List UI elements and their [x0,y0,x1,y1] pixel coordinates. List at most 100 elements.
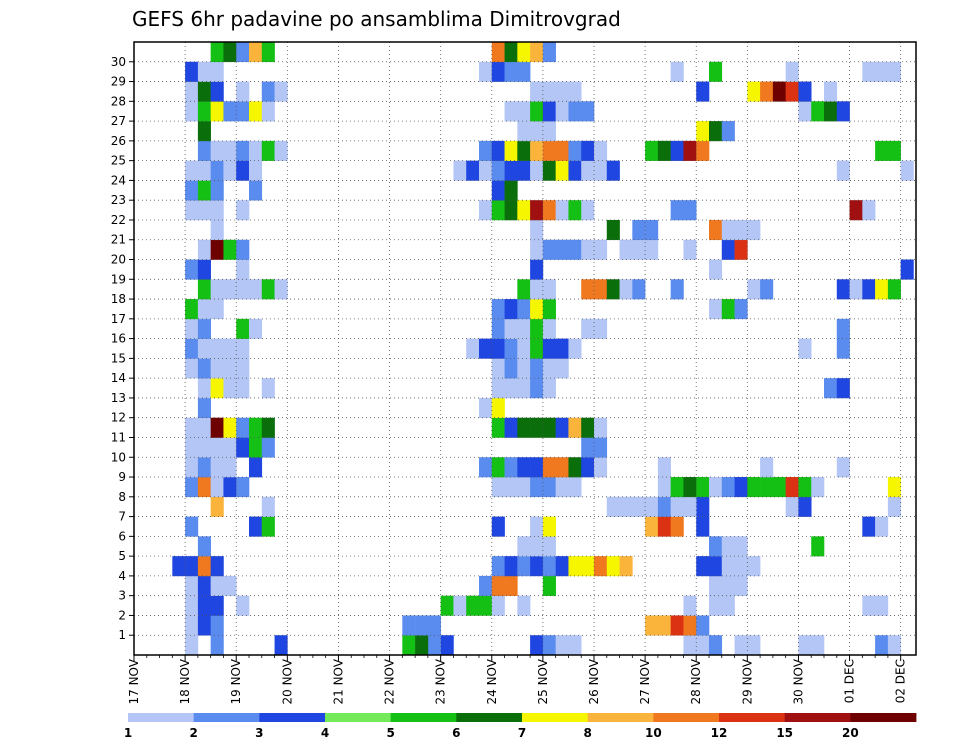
heatmap-cell [606,160,620,181]
heatmap-cell [709,635,723,656]
heatmap-cell [504,338,518,359]
heatmap-cell [709,259,723,280]
heatmap-cell [632,219,646,241]
heatmap-cell [236,318,250,339]
heatmap-cell [581,437,595,458]
heatmap-cell [709,536,723,557]
heatmap-cell [185,358,199,379]
heatmap-cell [491,61,505,82]
heatmap-cell [197,239,211,260]
colorbar-swatch [456,713,523,722]
heatmap-cell [274,279,288,300]
heatmap-cell [504,318,518,339]
heatmap-cell [427,615,441,636]
heatmap-cell [721,556,735,577]
heatmap-cell [261,81,275,102]
heatmap-cell [440,595,454,616]
heatmap-cell [491,575,505,596]
heatmap-cell [747,635,761,656]
heatmap-cell [900,259,914,280]
chart-title: GEFS 6hr padavine po ansamblima Dimitrov… [132,7,621,31]
heatmap-cell [811,101,825,122]
x-tick-label: 17 NOV [127,658,141,704]
heatmap-cell [466,160,480,181]
y-tick-label: 4 [118,569,126,583]
heatmap-cell [581,556,595,577]
y-tick-label: 26 [111,134,126,148]
heatmap-cell [836,279,850,300]
heatmap-cell [542,101,556,122]
colorbar-label: 10 [645,726,662,740]
heatmap-cell [657,457,671,478]
heatmap-cell [875,595,889,616]
heatmap-cell [555,200,569,221]
heatmap-cell [185,299,199,320]
heatmap-cell [683,239,697,260]
heatmap-cell [197,615,211,636]
heatmap-cell [210,101,224,122]
heatmap-cell [798,635,812,656]
heatmap-cell [734,299,748,320]
heatmap-cell [530,635,544,656]
heatmap-cell [530,338,544,359]
heatmap-cell [696,516,710,537]
heatmap-cell [223,378,237,399]
heatmap-cell [594,140,608,161]
heatmap-cell [185,61,199,82]
colorbar-swatch [653,713,720,722]
heatmap-cell [747,81,761,102]
heatmap-cell [530,358,544,379]
heatmap-cell [824,378,838,399]
heatmap-cell [542,457,556,478]
heatmap-cell [542,42,556,63]
heatmap-cell [542,477,556,498]
heatmap-cell [657,615,671,636]
y-tick-label: 25 [111,154,126,168]
heatmap-cell [479,595,493,616]
heatmap-cell [734,556,748,577]
heatmap-cell [734,477,748,498]
heatmap-cell [696,140,710,161]
heatmap-cell [594,279,608,300]
heatmap-cell [185,101,199,122]
heatmap-cell [210,279,224,300]
x-tick-label: 28 NOV [689,658,703,704]
heatmap-cell [555,160,569,181]
colorbar-label: 12 [711,726,728,740]
heatmap-cell [504,160,518,181]
heatmap-cell [197,200,211,221]
x-tick-label: 26 NOV [587,658,601,704]
heatmap-cell [670,477,684,498]
heatmap-cell [798,338,812,359]
x-tick-label: 02 DEC [894,659,908,703]
heatmap-cell [555,556,569,577]
heatmap-cell [517,200,531,221]
heatmap-cell [479,140,493,161]
heatmap-cell [517,457,531,478]
heatmap-cell [210,358,224,379]
heatmap-cell [517,417,531,438]
heatmap-cell [504,61,518,82]
heatmap-cell [747,219,761,241]
heatmap-cell [581,200,595,221]
heatmap-cell [210,378,224,399]
colorbar-swatch [587,713,654,722]
heatmap-cell [734,536,748,557]
heatmap-cell [875,635,889,656]
heatmap-cell [197,101,211,122]
heatmap-cell [185,437,199,458]
heatmap-cell [210,140,224,161]
heatmap-cell [581,101,595,122]
colorbar-label: 5 [386,726,394,740]
heatmap-cell [555,101,569,122]
heatmap-cell [517,595,531,616]
heatmap-cell [530,81,544,102]
heatmap-cell [504,417,518,438]
heatmap-cell [236,279,250,300]
heatmap-cell [504,180,518,201]
heatmap-cell [223,417,237,438]
heatmap-cell [236,417,250,438]
heatmap-cell [530,536,544,557]
heatmap-cell [836,101,850,122]
heatmap-cell [236,358,250,379]
